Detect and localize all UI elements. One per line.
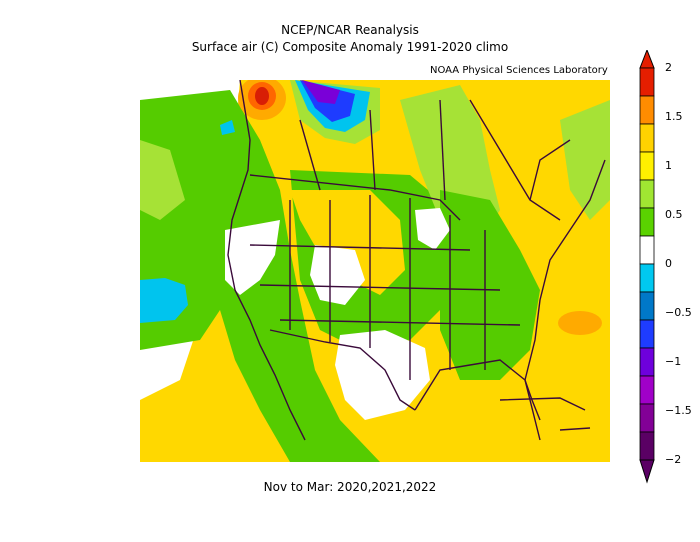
boundary-overlay: [227, 79, 606, 441]
colorbar-swatch: [639, 403, 655, 433]
map-canvas: [140, 76, 610, 462]
anomaly-field-white-greatlakes: [415, 208, 450, 250]
anomaly-field-cyan-small: [220, 120, 235, 135]
anomaly-field-cyan: [140, 278, 188, 323]
colorbar-arrow-bottom: [639, 459, 655, 484]
colorbar-tick-label: 1.5: [665, 110, 683, 123]
colorbar-swatch: [639, 207, 655, 237]
anomaly-field-green-east: [440, 190, 540, 380]
colorbar-canvas: [639, 48, 655, 484]
anomaly-field-lightgreen-ne: [560, 100, 610, 220]
colorbar-swatch: [639, 431, 655, 461]
colorbar-tick-label: 2: [665, 61, 672, 74]
colorbar-swatch: [639, 291, 655, 321]
credit-label: NOAA Physical Sciences Laboratory: [430, 65, 608, 76]
colorbar-swatch: [639, 67, 655, 97]
colorbar-arrow-top: [639, 48, 655, 69]
colorbar: [630, 48, 690, 490]
colorbar-swatch: [639, 179, 655, 209]
anomaly-field-purple-arctic: [302, 80, 340, 104]
colorbar-swatch: [639, 319, 655, 349]
anomaly-field-lightgreen-west: [140, 140, 185, 220]
chart-subtitle: Surface air (C) Composite Anomaly 1991-2…: [191, 40, 509, 54]
colorbar-tick-label: 0.5: [665, 208, 683, 221]
colorbar-swatch: [639, 151, 655, 181]
anomaly-field-white-nw: [225, 220, 280, 295]
colorbar-tick-label: −1: [665, 355, 682, 368]
colorbar-swatch: [639, 263, 655, 293]
chart-title: NCEP/NCAR Reanalysis: [281, 23, 419, 37]
colorbar-swatch: [639, 375, 655, 405]
colorbar-tick-label: −0.5: [665, 306, 692, 319]
colorbar-tick-label: 0: [665, 257, 672, 270]
anomaly-field-white-south: [335, 330, 430, 420]
colorbar-tick-label: 1: [665, 159, 672, 172]
anomaly-map: [140, 76, 610, 462]
colorbar-swatch: [639, 235, 655, 265]
colorbar-swatch: [639, 95, 655, 125]
anomaly-field-red-nw: [255, 87, 269, 105]
colorbar-tick-label: −2: [665, 453, 682, 466]
colorbar-tick-label: −1.5: [665, 404, 692, 417]
anomaly-field-white-rockies: [310, 245, 365, 305]
time-period-label: Nov to Mar: 2020,2021,2022: [263, 480, 437, 494]
anomaly-field-orange-atlantic: [558, 311, 602, 335]
anomaly-field-yellow-plains: [290, 190, 405, 295]
colorbar-swatch: [639, 347, 655, 377]
colorbar-swatch: [639, 123, 655, 153]
